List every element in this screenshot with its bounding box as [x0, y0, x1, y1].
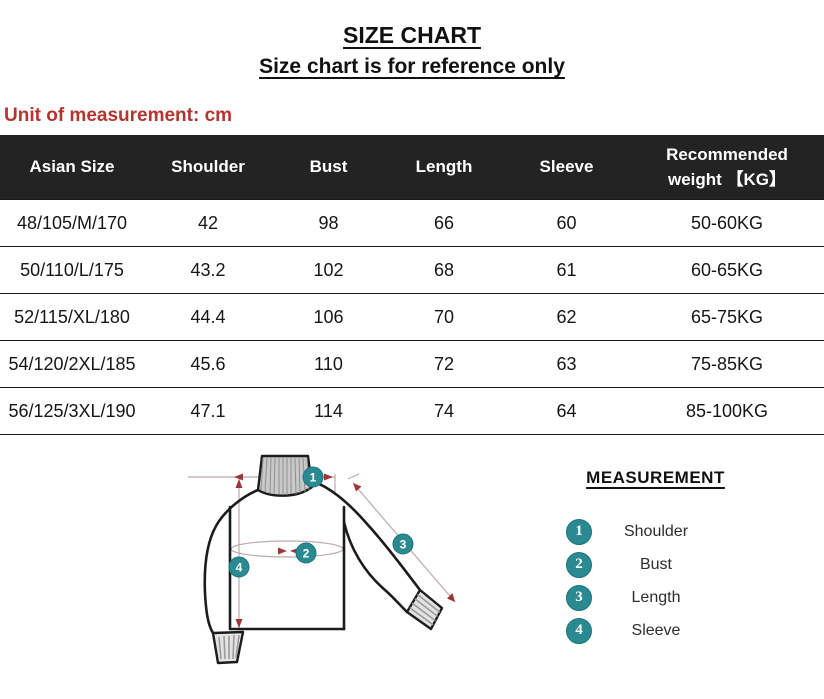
column-header-sleeve: Sleeve [503, 135, 630, 200]
table-cell: 72 [385, 340, 503, 388]
svg-text:3: 3 [400, 538, 407, 552]
table-cell: 65-75KG [630, 293, 824, 341]
table-cell: 47.1 [144, 387, 272, 435]
table-row: 56/125/3XL/190 47.1 114 74 64 85-100KG [0, 387, 824, 435]
diagram-marker-1: 1 [302, 466, 324, 488]
legend-title: MEASUREMENT [586, 468, 725, 487]
table-cell: 50/110/L/175 [0, 246, 144, 294]
table-cell: 66 [385, 199, 503, 247]
table-cell: 50-60KG [630, 199, 824, 247]
table-row: 54/120/2XL/185 45.6 110 72 63 75-85KG [0, 340, 824, 388]
unit-of-measurement-note: Unit of measurement: cm [4, 105, 233, 126]
measurement-legend: MEASUREMENT 1 Shoulder 2 Bust 3 Length 4… [548, 468, 763, 647]
page-title: SIZE CHART [343, 22, 481, 48]
column-header-bust: Bust [272, 135, 385, 200]
legend-item-length: 3 Length [548, 581, 763, 614]
table-cell: 106 [272, 293, 385, 341]
table-cell: 114 [272, 387, 385, 435]
sweater-measurement-diagram: 1 2 3 4 [188, 454, 456, 665]
table-cell: 98 [272, 199, 385, 247]
svg-text:1: 1 [310, 471, 317, 485]
legend-number-badge: 2 [566, 551, 592, 578]
legend-label: Shoulder [623, 522, 689, 540]
table-cell: 64 [503, 387, 630, 435]
svg-text:2: 2 [303, 547, 310, 561]
table-cell: 75-85KG [630, 340, 824, 388]
legend-label: Length [631, 588, 681, 606]
diagram-marker-4: 4 [228, 556, 250, 578]
column-header-length: Length [385, 135, 503, 200]
table-cell: 110 [272, 340, 385, 388]
left-cuff [211, 630, 245, 665]
table-cell: 61 [503, 246, 630, 294]
table-cell: 44.4 [144, 293, 272, 341]
column-header-shoulder: Shoulder [144, 135, 272, 200]
table-cell: 68 [385, 246, 503, 294]
table-cell: 52/115/XL/180 [0, 293, 144, 341]
table-cell: 56/125/3XL/190 [0, 387, 144, 435]
table-cell: 60 [503, 199, 630, 247]
table-cell: 62 [503, 293, 630, 341]
table-cell: 70 [385, 293, 503, 341]
table-row: 48/105/M/170 42 98 66 60 50-60KG [0, 199, 824, 247]
size-table: Asian Size Shoulder Bust Length Sleeve R… [0, 135, 824, 435]
table-cell: 42 [144, 199, 272, 247]
table-cell: 85-100KG [630, 387, 824, 435]
table-cell: 48/105/M/170 [0, 199, 144, 247]
table-cell: 60-65KG [630, 246, 824, 294]
table-row: 52/115/XL/180 44.4 106 70 62 65-75KG [0, 293, 824, 341]
right-cuff [405, 588, 444, 631]
table-cell: 63 [503, 340, 630, 388]
legend-label: Sleeve [631, 621, 681, 639]
table-row: 50/110/L/175 43.2 102 68 61 60-65KG [0, 246, 824, 294]
turtleneck-collar [256, 454, 314, 497]
diagram-marker-2: 2 [295, 542, 317, 564]
svg-text:4: 4 [236, 561, 243, 575]
table-cell: 74 [385, 387, 503, 435]
legend-item-bust: 2 Bust [548, 548, 763, 581]
legend-number-badge: 4 [566, 617, 592, 644]
diagram-marker-3: 3 [392, 533, 414, 555]
column-header-recommended-weight: Recommended weight 【KG】 [630, 135, 824, 200]
legend-label: Bust [639, 555, 672, 573]
legend-item-sleeve: 4 Sleeve [548, 614, 763, 647]
legend-item-shoulder: 1 Shoulder [548, 515, 763, 548]
table-cell: 45.6 [144, 340, 272, 388]
table-cell: 54/120/2XL/185 [0, 340, 144, 388]
legend-number-badge: 3 [566, 584, 592, 611]
page-subtitle: Size chart is for reference only [259, 55, 565, 78]
column-header-asian-size: Asian Size [0, 135, 144, 200]
legend-number-badge: 1 [566, 518, 592, 545]
table-cell: 43.2 [144, 246, 272, 294]
table-header-row: Asian Size Shoulder Bust Length Sleeve R… [0, 135, 824, 200]
table-cell: 102 [272, 246, 385, 294]
